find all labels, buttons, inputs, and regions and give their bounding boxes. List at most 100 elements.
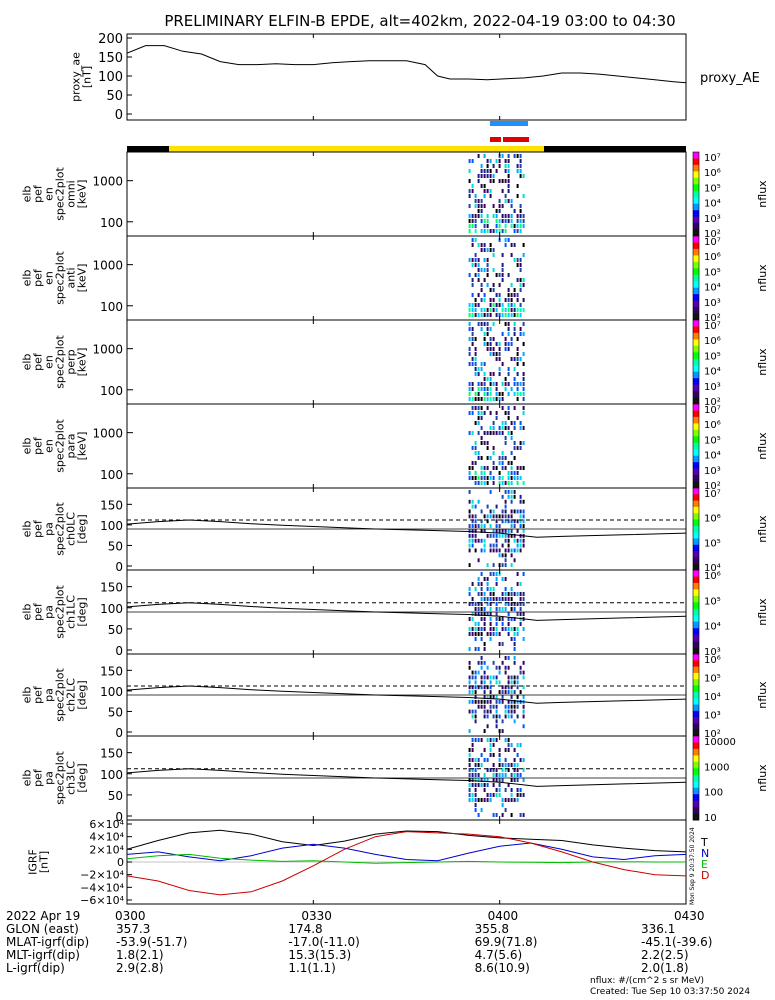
spectrogram-cell — [480, 456, 483, 460]
spectrogram-cell — [501, 533, 504, 538]
colorbar-tick-label: 10⁴ — [704, 451, 721, 462]
spectrogram-cell — [489, 337, 492, 341]
colorbar-segment — [693, 339, 699, 347]
panel-ylabel-line: en — [43, 271, 56, 285]
spectrogram-cell — [489, 298, 492, 302]
footer-tick: 0330 — [301, 909, 332, 923]
spectrogram-cell — [507, 199, 510, 203]
spectrogram-cell — [498, 783, 501, 787]
spectrogram-cell — [492, 179, 495, 183]
spectrogram-cell — [510, 303, 513, 307]
spectrogram-cell — [498, 563, 501, 567]
spectrogram-cell — [510, 533, 513, 538]
spectrogram-cell — [471, 758, 474, 762]
spectrogram-cell — [498, 670, 501, 675]
colorbar-segment — [693, 410, 699, 418]
spectrogram-cell — [498, 392, 501, 396]
y-tick-label: 0 — [115, 726, 123, 740]
panel-ylabel-line: elb — [21, 604, 34, 621]
spectrogram-cell — [480, 699, 483, 704]
spectrogram-cell — [504, 347, 507, 351]
spectrogram-cell — [513, 441, 516, 445]
proxy-ae-line — [126, 45, 687, 84]
colorbar-segment — [693, 768, 699, 776]
spectrogram-cell — [510, 788, 513, 792]
spectrogram-cell — [504, 563, 507, 567]
panel-ylabel-line: perp — [65, 349, 78, 374]
spectrogram-cell — [522, 660, 525, 665]
panel-ch0: 150100500elbpefpaspec2plotch0LC[deg]10⁷1… — [21, 487, 769, 574]
spectrogram-cell — [504, 514, 507, 519]
spectrogram-cell — [507, 303, 510, 307]
spectrogram-cell — [483, 647, 486, 651]
spectrogram-cell — [507, 627, 510, 631]
spectrogram-cell — [480, 778, 483, 782]
spectrogram-cell — [474, 214, 477, 218]
spectrogram-cell — [522, 308, 525, 312]
spectrogram-cell — [486, 332, 489, 336]
footer-row-value: 69.9(71.8) — [474, 935, 538, 949]
spectrogram-cell — [471, 543, 474, 548]
spectrogram-cell — [504, 411, 507, 415]
spectrogram-cell — [510, 704, 513, 709]
spectrogram-cell — [492, 466, 495, 470]
spectrogram-cell — [477, 268, 480, 272]
spectrogram-cell — [483, 411, 486, 415]
spectrogram-cell — [522, 572, 525, 576]
spectrogram-cell — [519, 592, 522, 596]
spectrogram-cell — [513, 382, 516, 386]
spectrogram-cell — [501, 219, 504, 223]
spectrogram-cell — [507, 164, 510, 168]
spectrogram-cell — [489, 617, 492, 621]
spectrogram-cell — [516, 416, 519, 420]
spectrogram-cell — [480, 214, 483, 218]
y-tick-label: 0 — [115, 810, 123, 824]
spectrogram-cell — [510, 597, 513, 601]
spectrogram-cell — [483, 431, 486, 435]
spectrogram-cell — [516, 582, 519, 586]
spectrogram-cell — [516, 164, 519, 168]
spectrogram-cell — [471, 533, 474, 538]
spectrogram-cell — [474, 337, 477, 341]
spectrogram-cell — [501, 719, 504, 724]
spectrogram-cell — [474, 788, 477, 792]
colorbar-segment — [693, 300, 699, 308]
colorbar-segment — [693, 660, 699, 668]
spectrogram-cell — [513, 660, 516, 665]
spectrogram-cell — [480, 675, 483, 680]
spectrogram-cell — [486, 164, 489, 168]
spectrogram-cell — [474, 298, 477, 302]
spectrogram-cell — [510, 680, 513, 685]
spectrogram-cell — [468, 680, 471, 685]
spectrogram-cell — [471, 709, 474, 714]
spectrogram-cell — [471, 303, 474, 307]
spectrogram-cell — [513, 656, 516, 660]
spectrogram-cell — [507, 382, 510, 386]
spectrogram-cell — [483, 778, 486, 782]
spectrogram-cell — [471, 258, 474, 262]
panel-para: 1000100elbpefenspec2plotpara[keV]10⁷10⁶1… — [21, 403, 769, 492]
spectrogram-cell — [519, 602, 522, 606]
spectrogram-cell — [468, 204, 471, 208]
spectrogram-cell — [519, 174, 522, 178]
spectrogram-cell — [474, 632, 477, 636]
colorbar-segment — [693, 563, 699, 571]
spectrogram-cell — [513, 519, 516, 524]
spectrogram-cell — [507, 347, 510, 351]
spectrogram-cell — [492, 352, 495, 356]
colorbar-tick-label: 10⁶ — [704, 336, 721, 347]
spectrogram-cell — [492, 451, 495, 455]
spectrogram-cell — [519, 813, 522, 817]
spectrogram-cell — [471, 283, 474, 287]
spectrogram-cell — [489, 174, 492, 178]
spectrogram-cell — [471, 184, 474, 188]
spectrogram-cell — [483, 154, 486, 158]
spectrogram-cell — [522, 612, 525, 616]
spectrogram-cell — [495, 675, 498, 680]
spectrogram-cell — [504, 504, 507, 509]
spectrogram-cell — [468, 709, 471, 714]
panel-ylabel-line: para — [65, 434, 78, 459]
spectrogram-cell — [477, 602, 480, 606]
spectrogram-cell — [498, 529, 501, 533]
